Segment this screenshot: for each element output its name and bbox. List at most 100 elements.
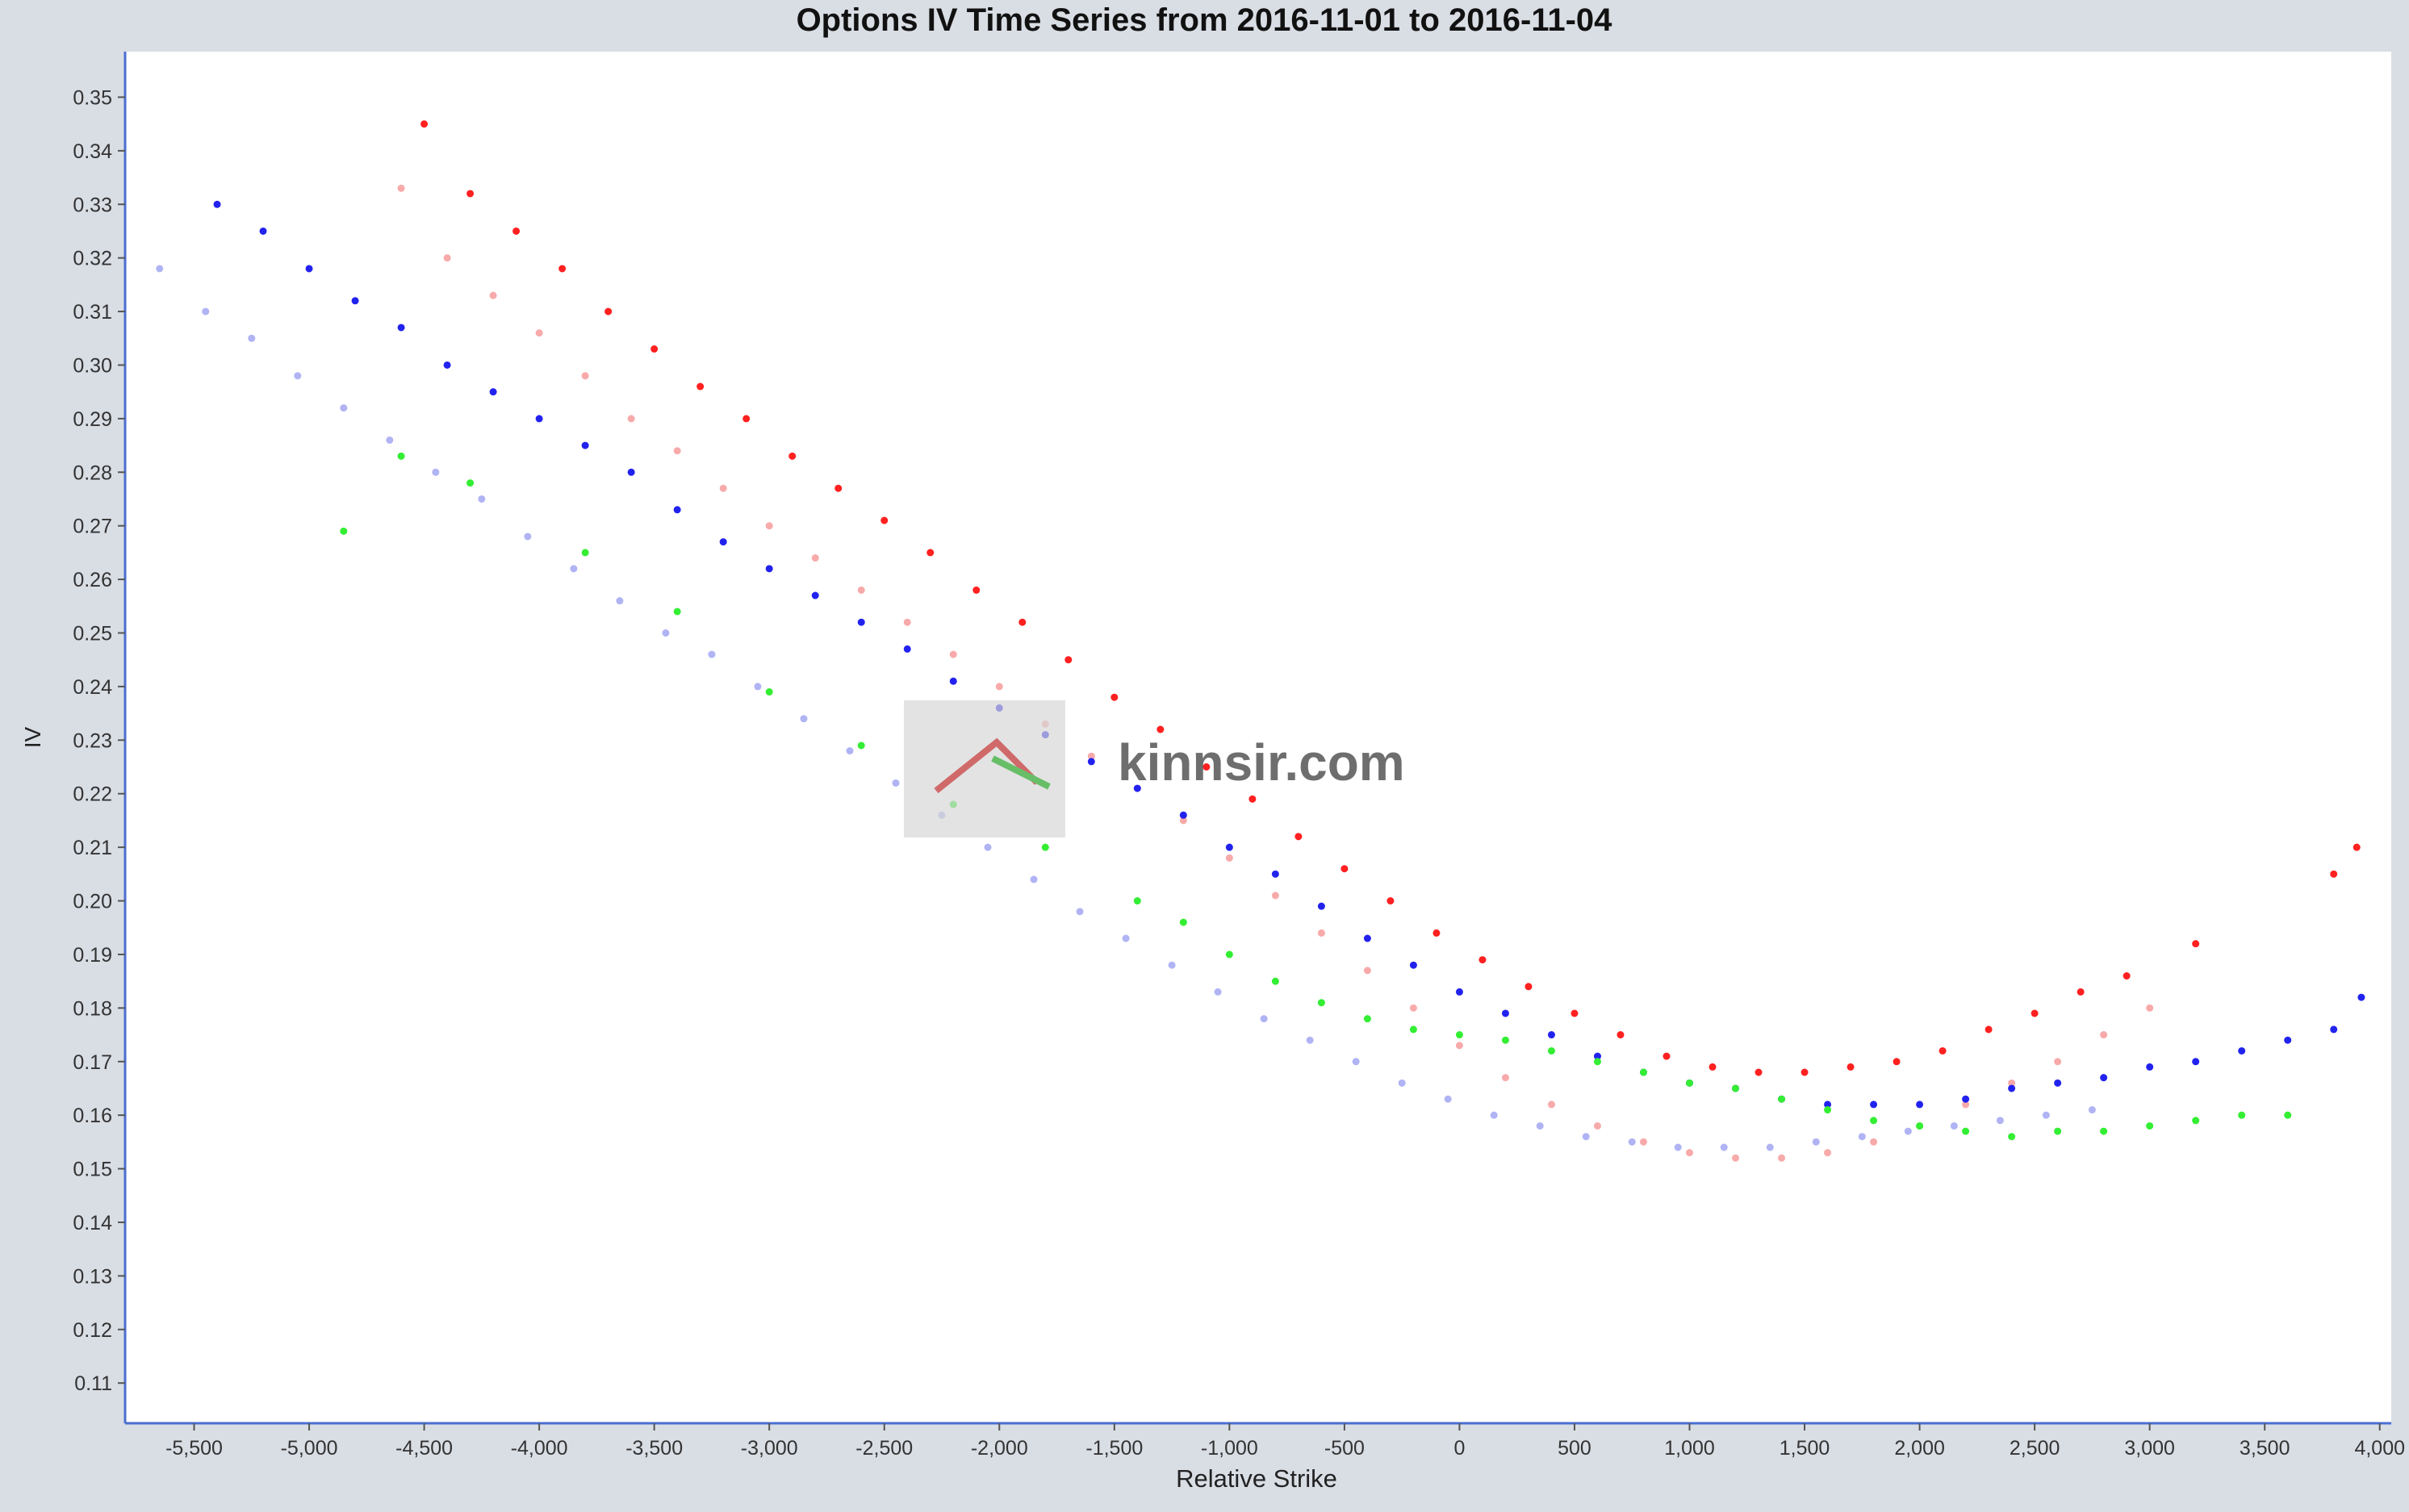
data-point xyxy=(1260,1015,1268,1023)
data-point xyxy=(1962,1095,1970,1103)
data-point xyxy=(1018,618,1027,626)
data-point xyxy=(1616,1031,1625,1039)
data-point xyxy=(1087,752,1095,760)
data-point xyxy=(650,345,659,353)
data-point xyxy=(719,484,727,492)
data-point xyxy=(1938,1046,1947,1055)
data-point xyxy=(1754,1068,1763,1076)
data-point xyxy=(432,468,440,476)
y-tick-label: 0.20 xyxy=(73,891,112,913)
data-point xyxy=(1800,1068,1809,1076)
data-point xyxy=(535,329,543,337)
y-tick-label: 0.13 xyxy=(73,1265,112,1288)
x-tick-label: -2,000 xyxy=(971,1437,1028,1460)
plot-area xyxy=(125,52,2391,1423)
data-point xyxy=(673,447,681,455)
series-2 xyxy=(213,200,2365,1109)
data-point xyxy=(294,372,302,380)
data-point xyxy=(1317,999,1325,1007)
data-point xyxy=(2330,870,2338,878)
data-point xyxy=(1593,1058,1601,1066)
y-tick-label: 0.26 xyxy=(73,569,112,591)
data-point xyxy=(984,843,992,851)
y-tick-label: 0.14 xyxy=(73,1212,112,1234)
data-point xyxy=(1582,1133,1590,1141)
x-tick-label: -2,500 xyxy=(855,1437,913,1460)
data-point xyxy=(754,683,762,691)
data-point xyxy=(443,361,451,369)
data-point xyxy=(1824,1101,1832,1109)
data-point xyxy=(800,715,808,723)
data-point xyxy=(2008,1084,2016,1092)
data-point xyxy=(1398,1079,1406,1087)
data-point xyxy=(627,415,635,423)
data-point xyxy=(1501,1074,1509,1082)
series-1 xyxy=(397,184,2154,1162)
data-point xyxy=(1306,1036,1314,1044)
x-tick-label: 3,500 xyxy=(2240,1437,2290,1460)
data-point xyxy=(1340,865,1349,873)
x-tick-label: 4,000 xyxy=(2354,1437,2405,1460)
data-point xyxy=(857,586,865,594)
data-point xyxy=(616,597,624,605)
y-tick-label: 0.12 xyxy=(73,1319,112,1342)
x-tick-label: 0 xyxy=(1453,1437,1465,1460)
data-point xyxy=(1444,1095,1452,1103)
data-point xyxy=(2353,843,2361,851)
data-point xyxy=(489,388,497,396)
data-point xyxy=(2146,1121,2154,1130)
data-point xyxy=(1858,1133,1866,1141)
data-point xyxy=(2008,1133,2016,1141)
data-point xyxy=(1432,929,1441,937)
data-point xyxy=(2077,988,2085,996)
data-point xyxy=(2146,1004,2154,1012)
data-point xyxy=(1904,1127,1912,1135)
data-point xyxy=(1686,1149,1694,1157)
x-axis-ticks: -5,500 -5,000 -4,500 -4,000 -3,500 -3,000 -2,5… xyxy=(165,1423,2405,1460)
y-tick-label: 0.24 xyxy=(73,676,112,699)
data-point xyxy=(2054,1079,2062,1087)
data-point xyxy=(1490,1111,1498,1119)
data-point xyxy=(1455,988,1463,996)
watermark-text: kinnsir.com xyxy=(1118,733,1405,792)
data-point xyxy=(1732,1154,1740,1162)
series-4 xyxy=(340,452,2292,1141)
data-point xyxy=(1409,961,1417,969)
x-tick-label: -5,000 xyxy=(281,1437,338,1460)
y-tick-label: 0.31 xyxy=(73,301,112,324)
data-point xyxy=(949,677,957,685)
data-point xyxy=(1271,977,1279,985)
data-point xyxy=(972,586,981,594)
x-tick-label: -5,500 xyxy=(165,1437,223,1460)
data-point xyxy=(1225,843,1233,851)
data-point xyxy=(248,334,256,342)
data-point xyxy=(1778,1154,1786,1162)
watermark: kinnsir.com xyxy=(904,700,1405,837)
data-point xyxy=(340,527,348,535)
data-point xyxy=(1674,1143,1682,1151)
y-tick-label: 0.27 xyxy=(73,516,112,538)
data-point xyxy=(1846,1063,1855,1071)
y-axis-label: IV xyxy=(20,726,45,748)
x-tick-label: -3,500 xyxy=(625,1437,683,1460)
data-point xyxy=(156,265,164,273)
data-point xyxy=(1686,1079,1694,1087)
data-point xyxy=(1824,1106,1832,1114)
y-tick-label: 0.32 xyxy=(73,248,112,270)
data-point xyxy=(1536,1121,1544,1130)
data-point xyxy=(765,565,773,573)
data-point xyxy=(1122,934,1130,942)
data-point xyxy=(2031,1009,2039,1017)
data-point xyxy=(1271,892,1279,900)
data-point xyxy=(397,324,405,332)
data-point xyxy=(1409,1004,1417,1012)
y-tick-label: 0.19 xyxy=(73,944,112,967)
data-point xyxy=(1570,1009,1579,1017)
data-point xyxy=(2100,1127,2108,1135)
y-tick-label: 0.11 xyxy=(74,1372,112,1395)
data-point xyxy=(1156,725,1165,733)
y-tick-label: 0.28 xyxy=(73,462,112,484)
data-point xyxy=(202,307,210,315)
data-point xyxy=(1593,1052,1601,1060)
